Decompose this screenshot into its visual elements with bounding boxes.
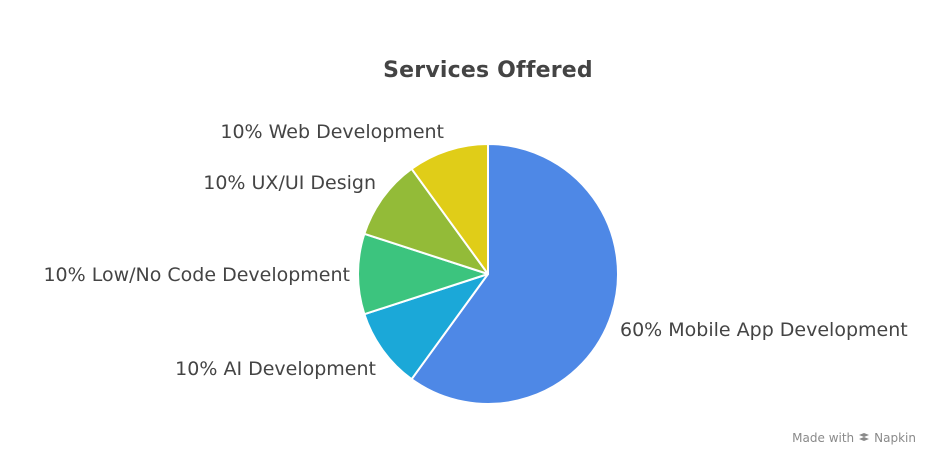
pie-slice-2 xyxy=(363,273,489,381)
pie-labels: 60% Mobile App Development 10% AI Develop… xyxy=(43,121,907,380)
made-with-text: Made with xyxy=(792,431,855,445)
slice-label-1: 60% Mobile App Development xyxy=(620,319,908,341)
slice-label-2: 10% AI Development xyxy=(175,358,376,380)
chart-title: Services Offered xyxy=(383,58,593,83)
pie-slice-3 xyxy=(357,232,489,316)
napkin-icon xyxy=(859,433,870,441)
slice-label-4: 10% UX/UI Design xyxy=(203,172,376,194)
napkin-brand: Napkin xyxy=(874,431,916,445)
pie-slice-5 xyxy=(410,143,489,275)
slice-label-5: 10% Web Development xyxy=(220,121,444,143)
napkin-watermark[interactable]: Made with Napkin xyxy=(792,431,916,445)
slice-label-3: 10% Low/No Code Development xyxy=(43,264,350,286)
pie-slice-1 xyxy=(410,143,619,405)
pie-slice-4 xyxy=(363,167,489,275)
pie-slices xyxy=(357,143,619,405)
